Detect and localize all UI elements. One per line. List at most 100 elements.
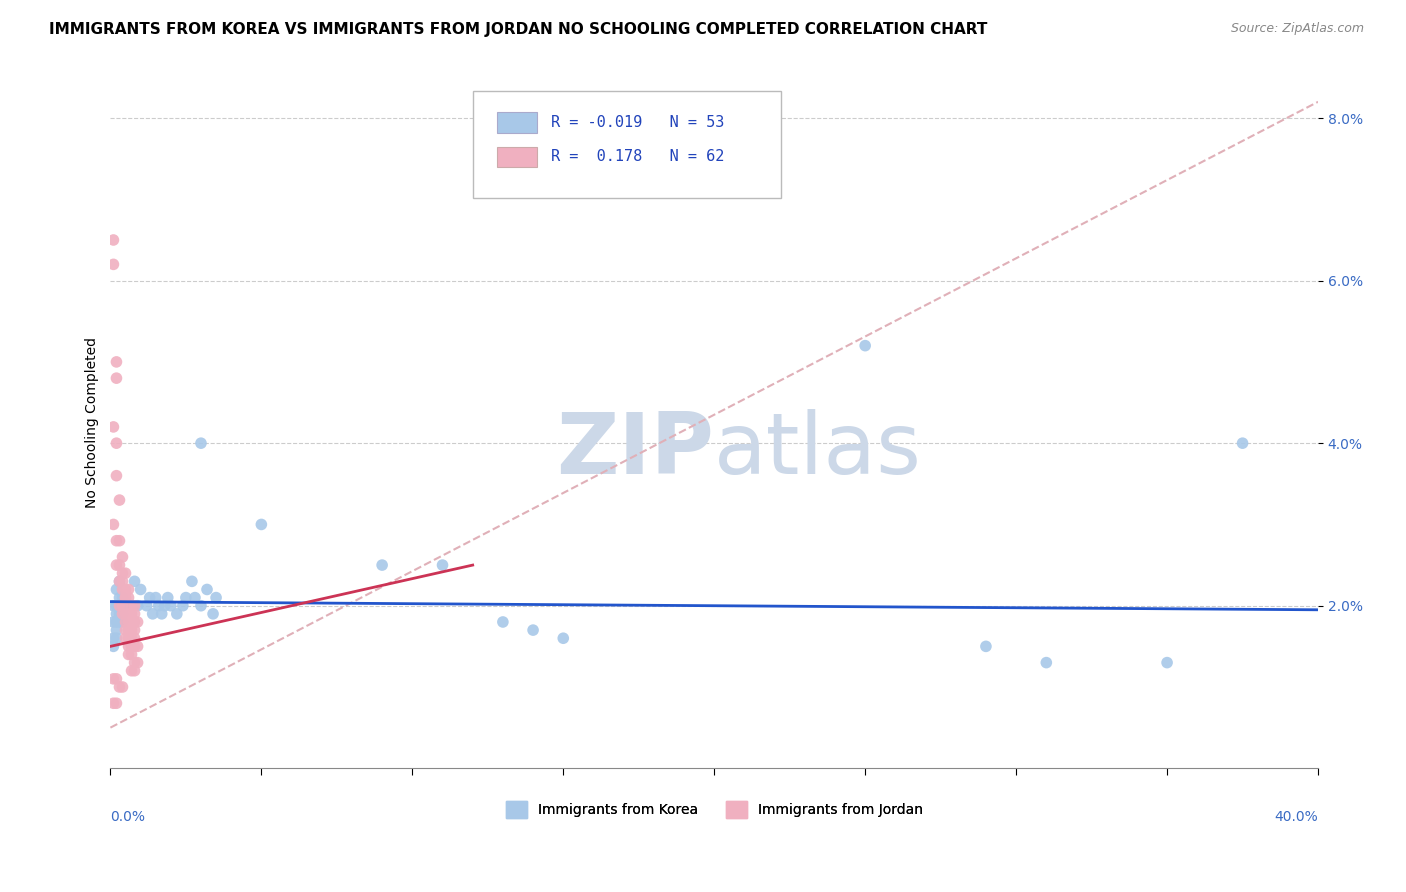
Point xyxy=(111,599,134,613)
Point xyxy=(114,607,136,621)
Point xyxy=(103,257,125,271)
Point xyxy=(124,607,146,621)
Point xyxy=(117,591,139,605)
Point xyxy=(105,696,128,710)
Point xyxy=(432,558,454,573)
Point xyxy=(117,640,139,654)
Point xyxy=(127,615,149,629)
Point xyxy=(121,632,143,646)
Point xyxy=(172,599,194,613)
Point xyxy=(114,582,136,597)
Text: IMMIGRANTS FROM KOREA VS IMMIGRANTS FROM JORDAN NO SCHOOLING COMPLETED CORRELATI: IMMIGRANTS FROM KOREA VS IMMIGRANTS FROM… xyxy=(49,22,987,37)
Point xyxy=(108,574,131,589)
Point xyxy=(124,664,146,678)
Point xyxy=(111,574,134,589)
Point xyxy=(135,599,157,613)
Point xyxy=(114,632,136,646)
Point xyxy=(195,582,218,597)
Point xyxy=(114,566,136,581)
Point xyxy=(108,533,131,548)
Point xyxy=(103,233,125,247)
Point xyxy=(108,599,131,613)
Point xyxy=(492,615,515,629)
Point xyxy=(974,640,997,654)
Point xyxy=(108,615,131,629)
Text: R =  0.178   N = 62: R = 0.178 N = 62 xyxy=(551,149,724,164)
Point xyxy=(121,648,143,662)
Point xyxy=(105,632,128,646)
Point xyxy=(553,632,575,646)
Point xyxy=(111,615,134,629)
Text: 40.0%: 40.0% xyxy=(1274,810,1317,823)
Point xyxy=(129,582,152,597)
Point xyxy=(103,696,125,710)
Point xyxy=(108,574,131,589)
Point xyxy=(105,582,128,597)
Point xyxy=(156,591,179,605)
Point xyxy=(148,599,170,613)
Point xyxy=(1035,656,1057,670)
FancyBboxPatch shape xyxy=(496,146,537,167)
Point xyxy=(111,591,134,605)
Point xyxy=(124,599,146,613)
Point xyxy=(114,623,136,637)
Point xyxy=(111,566,134,581)
Point xyxy=(190,599,212,613)
Point xyxy=(108,591,131,605)
Point xyxy=(111,607,134,621)
Point xyxy=(108,558,131,573)
Point xyxy=(853,338,876,352)
Point xyxy=(142,607,165,621)
Point xyxy=(121,599,143,613)
Point xyxy=(105,672,128,686)
Point xyxy=(127,640,149,654)
Point xyxy=(108,680,131,694)
Text: Source: ZipAtlas.com: Source: ZipAtlas.com xyxy=(1230,22,1364,36)
Point xyxy=(138,591,160,605)
Point xyxy=(117,607,139,621)
Y-axis label: No Schooling Completed: No Schooling Completed xyxy=(86,337,100,508)
Point xyxy=(105,371,128,385)
Point xyxy=(250,517,273,532)
Point xyxy=(105,436,128,450)
Point xyxy=(103,640,125,654)
Point xyxy=(117,648,139,662)
Point xyxy=(522,623,544,637)
Point xyxy=(174,591,197,605)
Point xyxy=(111,680,134,694)
Legend: Immigrants from Korea, Immigrants from Jordan: Immigrants from Korea, Immigrants from J… xyxy=(501,796,928,823)
Point xyxy=(108,607,131,621)
Point xyxy=(111,607,134,621)
Point xyxy=(103,672,125,686)
Point xyxy=(371,558,394,573)
Point xyxy=(553,168,575,182)
Point xyxy=(103,615,125,629)
Point xyxy=(108,493,131,508)
Point xyxy=(103,420,125,434)
Point xyxy=(103,599,125,613)
Point xyxy=(124,574,146,589)
Point xyxy=(121,607,143,621)
Point xyxy=(103,517,125,532)
Point xyxy=(114,615,136,629)
Point xyxy=(127,599,149,613)
Point xyxy=(153,599,176,613)
Point xyxy=(103,632,125,646)
Point xyxy=(105,558,128,573)
Point xyxy=(124,640,146,654)
Point xyxy=(127,656,149,670)
FancyBboxPatch shape xyxy=(472,91,780,198)
Point xyxy=(1156,656,1178,670)
Point xyxy=(114,599,136,613)
Point xyxy=(105,599,128,613)
Point xyxy=(124,632,146,646)
Point xyxy=(114,591,136,605)
Point xyxy=(105,355,128,369)
Text: atlas: atlas xyxy=(714,409,922,492)
Point xyxy=(105,533,128,548)
Point xyxy=(205,591,228,605)
Point xyxy=(190,436,212,450)
Point xyxy=(111,582,134,597)
Point xyxy=(121,664,143,678)
Text: R = -0.019   N = 53: R = -0.019 N = 53 xyxy=(551,115,724,130)
